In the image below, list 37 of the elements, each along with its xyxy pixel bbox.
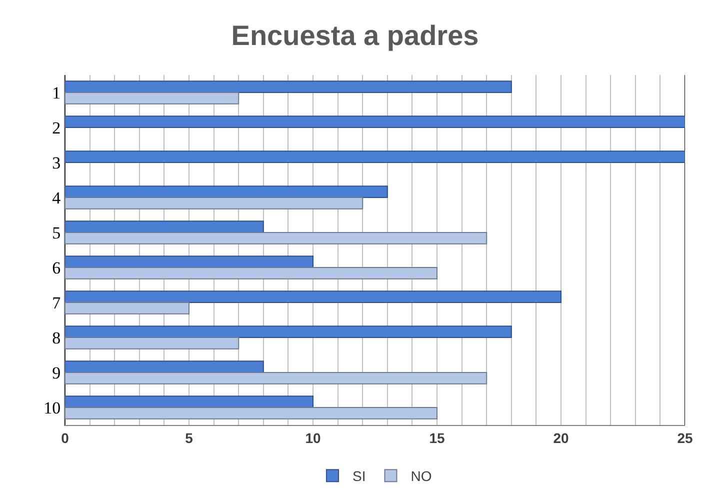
x-tick-label: 0	[61, 430, 70, 446]
x-tick-label: 25	[677, 430, 693, 446]
y-tick-label: 2	[52, 118, 61, 138]
x-tick-label: 20	[553, 430, 569, 446]
y-tick-label: 5	[52, 223, 61, 242]
bar	[65, 92, 240, 104]
bar	[65, 186, 388, 198]
y-tick-label: 4	[52, 188, 62, 208]
bar	[65, 360, 264, 373]
y-tick-label: 7	[52, 293, 62, 312]
bar	[65, 326, 512, 338]
y-tick-label: 10	[44, 398, 61, 418]
x-tick-label: 10	[305, 430, 321, 446]
y-tick-label: 6	[52, 258, 61, 278]
y-tick-label: 3	[52, 153, 61, 172]
legend-label: NO	[410, 468, 432, 484]
bar	[65, 197, 364, 210]
bar	[65, 116, 685, 128]
x-tick-label: 5	[185, 430, 194, 446]
bar	[65, 337, 240, 350]
bar	[65, 232, 488, 244]
bar	[65, 407, 438, 420]
x-tick-label: 15	[429, 430, 445, 446]
y-tick-label: 1	[52, 83, 61, 102]
y-tick-label: 8	[52, 328, 61, 348]
bar	[65, 267, 438, 280]
bar	[65, 256, 314, 268]
bar	[65, 220, 264, 233]
bar	[65, 150, 685, 163]
bar	[65, 80, 512, 93]
bar	[65, 396, 314, 408]
bar	[65, 290, 562, 303]
legend-label: SI	[352, 468, 366, 484]
y-tick-label: 9	[52, 363, 61, 382]
chart-title: Encuesta a padres	[231, 20, 479, 51]
bar	[65, 302, 190, 314]
bar	[65, 372, 488, 384]
